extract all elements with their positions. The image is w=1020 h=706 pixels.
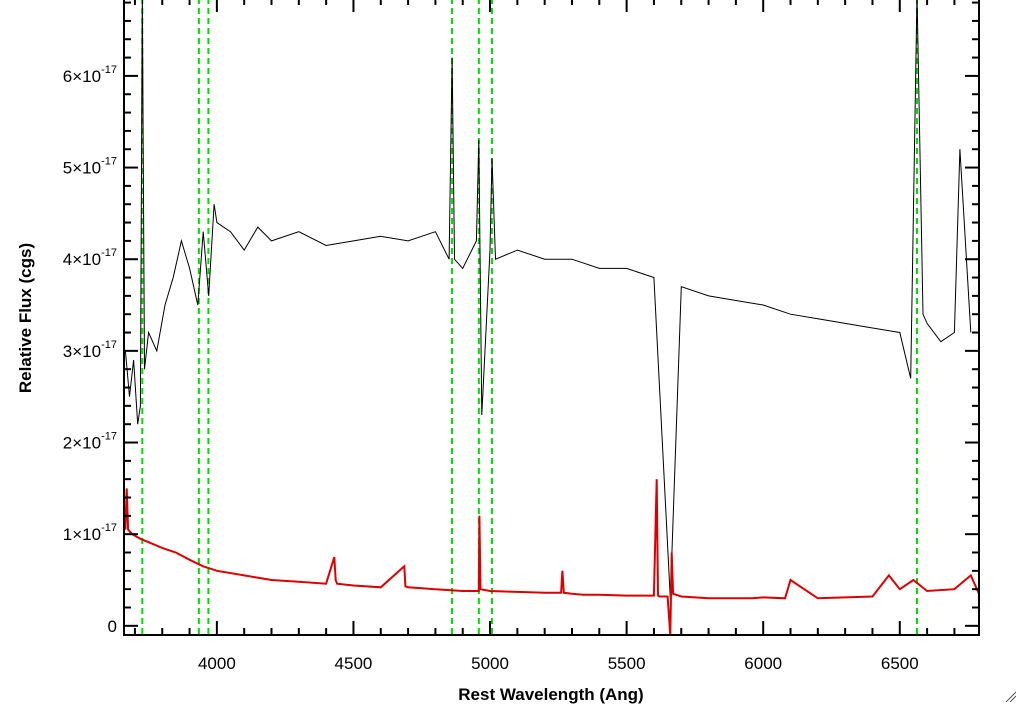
y-axis: 0 1×10-17 2×10-17 3×10-17 4×10-17 5×10-17 6×10… [63,1,979,636]
x-tick-label: 5000 [471,654,509,673]
y-tick-label: 3×10-17 [63,339,117,361]
x-tick-label: 6000 [744,654,782,673]
x-tick-label: 5500 [608,654,646,673]
x-tick-label: 4500 [335,654,373,673]
x-axis: 4000 4500 5000 5500 6000 6500 [133,0,956,673]
y-tick-label: 5×10-17 [63,156,117,178]
y-tick-label: 1×10-17 [63,522,117,544]
y-tick-label: 2×10-17 [63,431,117,453]
x-axis-title: Rest Wavelength (Ang) [458,685,643,704]
plot-frame [123,0,980,636]
y-tick-label: 0 [108,617,117,636]
emission-line-markers [141,0,918,635]
y-tick-label: 6×10-17 [63,64,117,86]
x-tick-label: 6500 [881,654,919,673]
y-tick-label: 4×10-17 [63,247,117,269]
y-axis-title: Relative Flux (cgs) [16,243,35,393]
series-error [124,479,980,636]
x-tick-label: 4000 [198,654,236,673]
resize-grip-icon[interactable] [1004,690,1016,702]
series-spectrum [124,0,972,599]
series-layer [124,0,980,636]
